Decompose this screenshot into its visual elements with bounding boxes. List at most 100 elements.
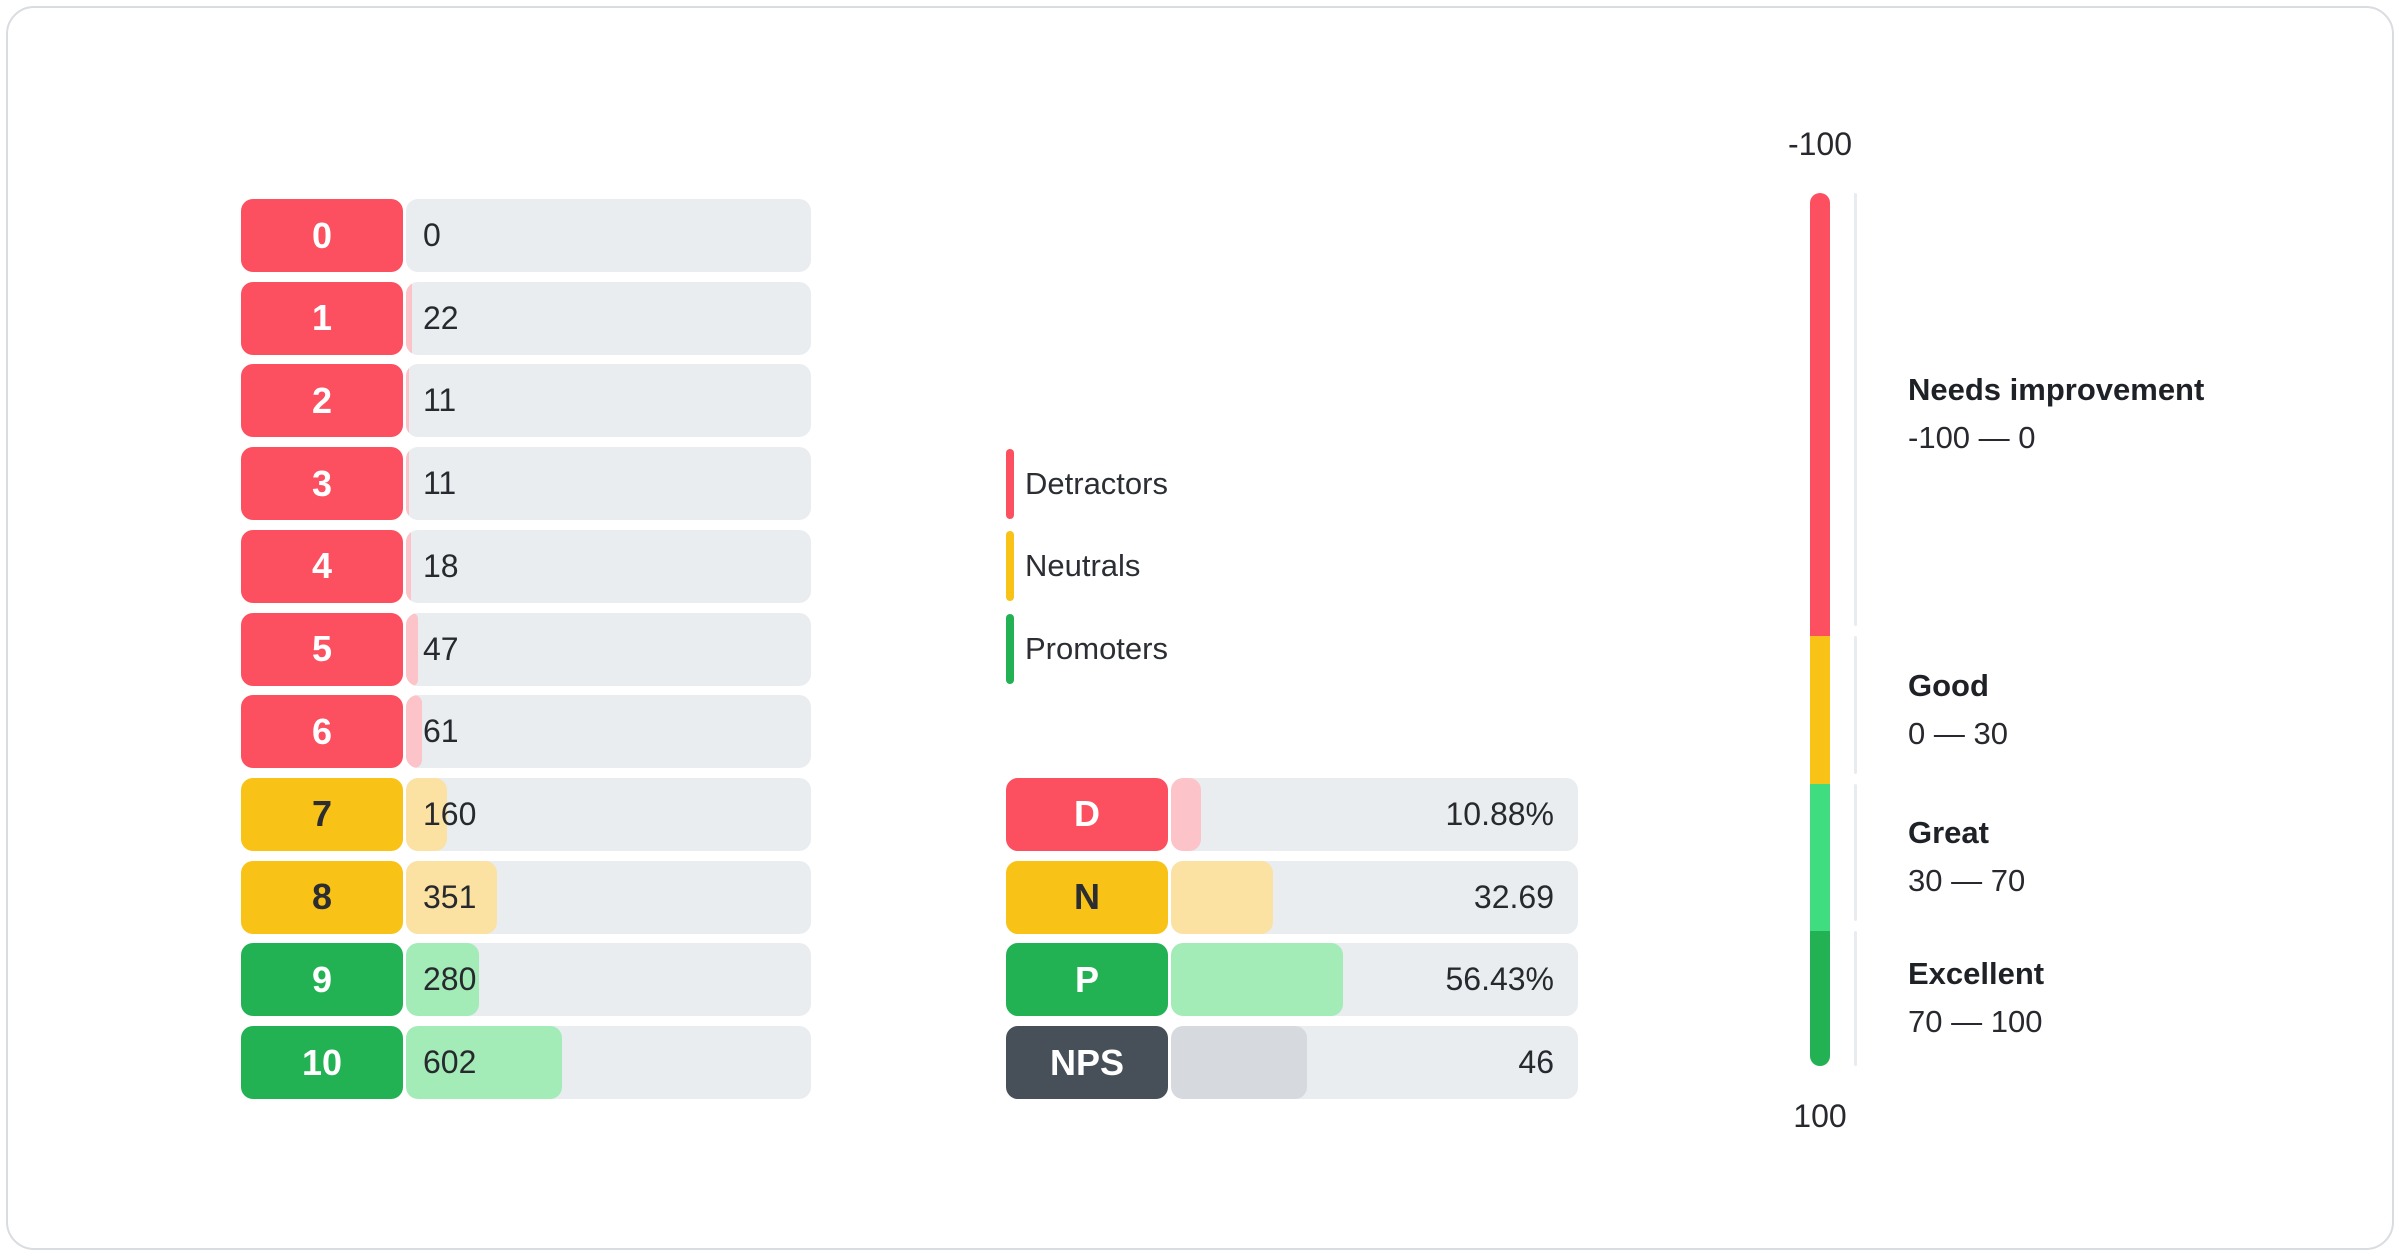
summary-track: 10.88% (1171, 777, 1578, 851)
score-track: 280 (406, 943, 811, 1017)
summary-row-d: D 10.88% (1006, 777, 1578, 851)
score-fill (406, 943, 479, 1017)
score-pill: 3 (241, 447, 403, 521)
gauge-axis-segment (1854, 930, 1857, 1066)
gauge-segment-4 (1810, 930, 1830, 1066)
legend-item-neutrals: Neutrals (1006, 530, 1140, 603)
score-value: 0 (423, 217, 441, 253)
gauge-zone-range: -100 — 0 (1908, 420, 2036, 456)
summary-pill: D (1006, 777, 1168, 851)
legend-label: Neutrals (1025, 548, 1141, 584)
gauge-axis-segment (1854, 784, 1857, 921)
summary-fill (1171, 777, 1202, 851)
score-row: 7 160 (241, 777, 811, 851)
legend-label: Promoters (1025, 631, 1168, 666)
legend-swatch (1006, 448, 1014, 519)
summary-value: 10.88% (1445, 795, 1554, 832)
gauge-axis-line (1854, 193, 1857, 1066)
score-pill: 10 (241, 1026, 403, 1099)
score-fill (406, 1026, 562, 1099)
nps-report-card: 0 0 1 22 2 11 3 11 4 18 5 47 6 61 7 160 8 351 9 280 10 602 De… (6, 6, 2394, 1250)
summary-track: 32.69 (1171, 860, 1578, 934)
gauge-zone-range: 70 — 100 (1908, 1004, 2043, 1040)
score-track: 61 (406, 695, 811, 769)
gauge-zone-label: Excellent 70 — 100 (1908, 954, 2328, 1042)
summary-value: 56.43% (1445, 961, 1554, 998)
summary-row-nps: NPS 46 (1006, 1026, 1578, 1099)
score-track: 602 (406, 1026, 811, 1099)
score-fill (406, 860, 497, 934)
score-track: 351 (406, 860, 811, 934)
summary-row-n: N 32.69 (1006, 860, 1578, 934)
score-track: 0 (406, 199, 811, 272)
gauge-min-label: 100 (1793, 1098, 1847, 1134)
summary-fill (1171, 943, 1344, 1017)
score-value: 11 (423, 382, 457, 419)
score-value: 47 (423, 630, 459, 667)
summary-pill: NPS (1006, 1026, 1168, 1099)
gauge-segment-3 (1810, 784, 1830, 931)
score-pill: 2 (241, 364, 403, 438)
gauge-zone-range: 0 — 30 (1908, 715, 2008, 751)
summary-value: 46 (1518, 1044, 1554, 1080)
score-value: 160 (423, 795, 477, 832)
score-fill (406, 447, 409, 521)
score-pill: 1 (241, 281, 403, 355)
score-pill: 8 (241, 860, 403, 934)
score-track: 11 (406, 447, 811, 521)
score-value: 602 (423, 1044, 477, 1080)
score-row: 8 351 (241, 860, 811, 934)
score-value: 351 (423, 878, 477, 915)
score-track: 160 (406, 777, 811, 851)
score-pill: 6 (241, 695, 403, 769)
gauge-zone-title: Good (1908, 667, 1989, 703)
gauge-zone-title: Needs improvement (1908, 372, 2205, 408)
summary-track: 56.43% (1171, 943, 1578, 1017)
score-track: 18 (406, 529, 811, 603)
summary-fill (1171, 860, 1273, 934)
summary-track: 46 (1171, 1026, 1578, 1099)
score-track: 47 (406, 612, 811, 686)
score-value: 22 (423, 299, 459, 336)
legend-item-detractors: Detractors (1006, 447, 1168, 520)
score-pill: 5 (241, 612, 403, 686)
score-row: 10 602 (241, 1026, 811, 1099)
gauge-zone-title: Great (1908, 815, 1989, 851)
summary-value: 32.69 (1473, 878, 1554, 915)
legend-label: Detractors (1025, 465, 1168, 501)
score-fill (406, 529, 411, 603)
score-pill: 4 (241, 529, 403, 603)
legend-swatch (1006, 531, 1014, 602)
score-value: 61 (423, 713, 459, 750)
gauge-axis-segment (1854, 635, 1857, 775)
score-row: 4 18 (241, 529, 811, 603)
gauge-segment-2 (1810, 635, 1830, 785)
summary-fill (1171, 1026, 1307, 1099)
score-row: 5 47 (241, 612, 811, 686)
score-row: 9 280 (241, 943, 811, 1017)
gauge-max-label: -100 (1787, 126, 1853, 162)
gauge-bar (1810, 193, 1830, 1066)
score-pill: 7 (241, 777, 403, 851)
score-row: 3 11 (241, 447, 811, 521)
score-track: 11 (406, 364, 811, 438)
summary-pill: N (1006, 860, 1168, 934)
legend-swatch (1006, 614, 1014, 684)
score-pill: 9 (241, 943, 403, 1017)
score-track: 22 (406, 281, 811, 355)
score-fill (406, 364, 409, 438)
score-fill (406, 281, 412, 355)
gauge-zone-range: 30 — 70 (1908, 863, 2026, 899)
summary-pill: P (1006, 943, 1168, 1017)
score-fill (406, 612, 419, 686)
score-pill: 0 (241, 199, 403, 272)
score-value: 11 (423, 465, 457, 502)
gauge-zone-label: Good 0 — 30 (1908, 666, 2328, 754)
score-fill (406, 695, 422, 769)
gauge-segment-1 (1810, 193, 1830, 636)
gauge-axis-segment (1854, 193, 1857, 626)
score-value: 280 (423, 961, 477, 998)
score-value: 18 (423, 547, 459, 584)
score-row: 6 61 (241, 695, 811, 769)
